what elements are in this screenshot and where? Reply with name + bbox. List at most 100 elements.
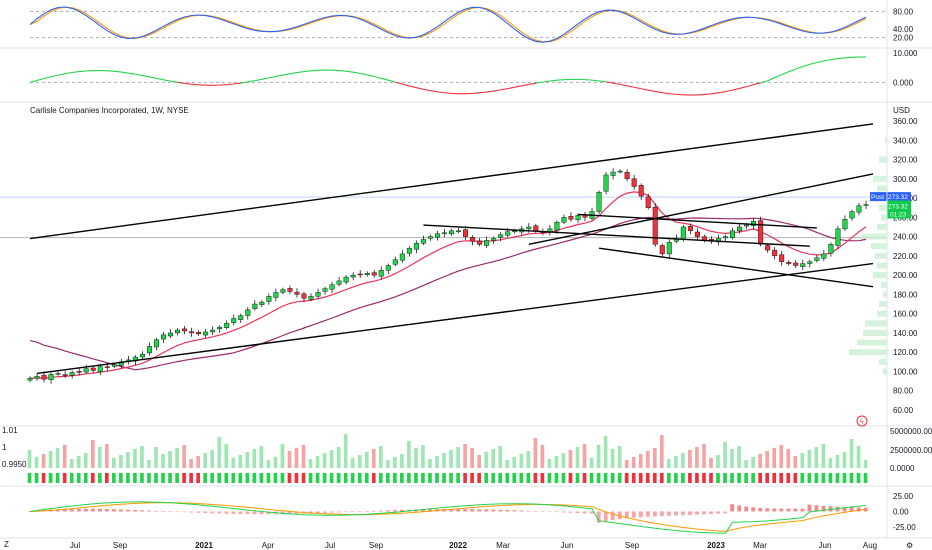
- macd-histogram-bar: [133, 509, 137, 512]
- candle-body: [245, 309, 251, 316]
- macd-histogram-bar: [350, 511, 355, 512]
- volume-bar: [252, 449, 257, 468]
- volume-profile-bar: [877, 223, 887, 230]
- volume-profile-bar: [863, 329, 887, 336]
- macd-histogram-bar: [161, 511, 166, 512]
- volume-bar: [779, 445, 784, 468]
- macd-histogram-bar: [421, 509, 426, 512]
- macd-histogram-bar: [393, 510, 397, 512]
- volume-strip-bar: [364, 473, 369, 483]
- candle-body: [856, 205, 862, 213]
- volume-bar: [245, 452, 250, 468]
- zoom-icon[interactable]: Z: [4, 540, 9, 549]
- volume-strip-bar: [772, 473, 777, 483]
- volume-bar: [484, 452, 489, 468]
- osc-panel: 10.000 0.000: [29, 49, 918, 96]
- candle-body: [638, 185, 644, 197]
- candle-body: [765, 245, 771, 251]
- candle-body: [666, 242, 672, 255]
- volume-bar: [329, 450, 334, 468]
- osc-line-segment: [725, 89, 733, 93]
- candle-body: [554, 221, 560, 231]
- volume-profile-bar: [883, 368, 887, 375]
- volume-strip-bar: [393, 473, 397, 483]
- candle-body: [203, 331, 209, 336]
- candle-body: [259, 301, 265, 305]
- osc-line-segment: [65, 71, 73, 75]
- price-panel: 360.00340.00320.00300.00280.00260.00240.…: [0, 117, 918, 415]
- candle-body: [744, 224, 750, 227]
- osc-line-segment: [303, 70, 312, 73]
- volume-strip-bar: [709, 473, 713, 483]
- candle-body: [153, 339, 159, 348]
- volume-strip-bar: [603, 473, 608, 483]
- macd-histogram-bar: [758, 507, 763, 512]
- candle-body: [364, 273, 370, 275]
- volume-profile-bar: [877, 185, 887, 192]
- macd-panel: 25.00 0.00 -25.00: [27, 492, 916, 534]
- volume-bar: [596, 445, 601, 468]
- volume-strip-bar: [498, 473, 503, 483]
- macd-histogram-bar: [147, 510, 152, 512]
- volume-bar: [189, 459, 193, 468]
- macd-histogram-bar: [266, 511, 271, 515]
- lightning-icon[interactable]: [856, 415, 868, 427]
- volume-strip-bar: [751, 473, 755, 483]
- volume-bar: [526, 451, 531, 468]
- volume-strip-bar: [645, 473, 650, 483]
- volume-strip-bar: [505, 473, 510, 483]
- time-tick-label: Sep: [369, 541, 384, 550]
- volume-bar: [400, 454, 404, 468]
- time-tick-label: Apr: [262, 541, 275, 550]
- macd-histogram-bar: [533, 511, 538, 512]
- volume-profile-bar: [879, 358, 887, 365]
- osc-line-segment: [444, 92, 452, 94]
- volume-strip-bar: [807, 473, 812, 483]
- volume-bar: [849, 439, 854, 468]
- candle-body: [505, 231, 511, 236]
- volume-bar: [196, 456, 200, 468]
- time-tick-label: Jun: [819, 541, 832, 550]
- osc-line-segment: [79, 70, 87, 73]
- osc-line-segment: [247, 80, 255, 83]
- osc-line-segment: [809, 61, 817, 65]
- osc-line-segment: [584, 79, 593, 81]
- volume-strip-bar: [463, 473, 467, 483]
- volume-bar: [224, 444, 229, 468]
- candle-body: [357, 273, 363, 276]
- volume-bar: [442, 453, 446, 468]
- candle-body: [680, 226, 686, 240]
- osc-line-segment: [549, 79, 557, 82]
- candle-body: [491, 238, 497, 241]
- volume-strip-bar: [716, 473, 720, 483]
- volume-bar: [800, 453, 805, 468]
- volume-strip-bar: [90, 473, 95, 483]
- stoch-tick-label: 20.00: [893, 33, 914, 42]
- time-tick-label: Aug: [863, 541, 877, 550]
- volume-profile-bar: [885, 137, 887, 144]
- macd-histogram-bar: [112, 509, 116, 512]
- volume-strip-bar: [575, 473, 580, 483]
- volume-strip-bar: [231, 473, 236, 483]
- candle-body: [48, 374, 54, 380]
- macd-histogram-bar: [238, 511, 243, 515]
- volume-tick-label: 2500000.00: [890, 446, 932, 455]
- price-tick-label: 360.00: [893, 117, 918, 126]
- macd-histogram-bar: [589, 511, 594, 514]
- volume-bar: [758, 454, 762, 468]
- volume-bar: [90, 440, 95, 468]
- settings-gear-icon[interactable]: ⚙: [906, 541, 913, 550]
- time-tick-label: 2023: [707, 541, 725, 550]
- volume-strip-bar: [540, 473, 545, 483]
- osc-line-segment: [620, 83, 628, 87]
- candle-body: [322, 288, 328, 292]
- osc-line-segment: [739, 86, 747, 89]
- osc-line-segment: [837, 57, 845, 60]
- candle-body: [146, 346, 152, 354]
- volume-strip-bar: [568, 473, 573, 483]
- osc-line-segment: [612, 82, 621, 85]
- macd-histogram-bar: [196, 511, 201, 513]
- osc-line-segment: [627, 85, 635, 88]
- volume-strip-bar: [147, 473, 151, 483]
